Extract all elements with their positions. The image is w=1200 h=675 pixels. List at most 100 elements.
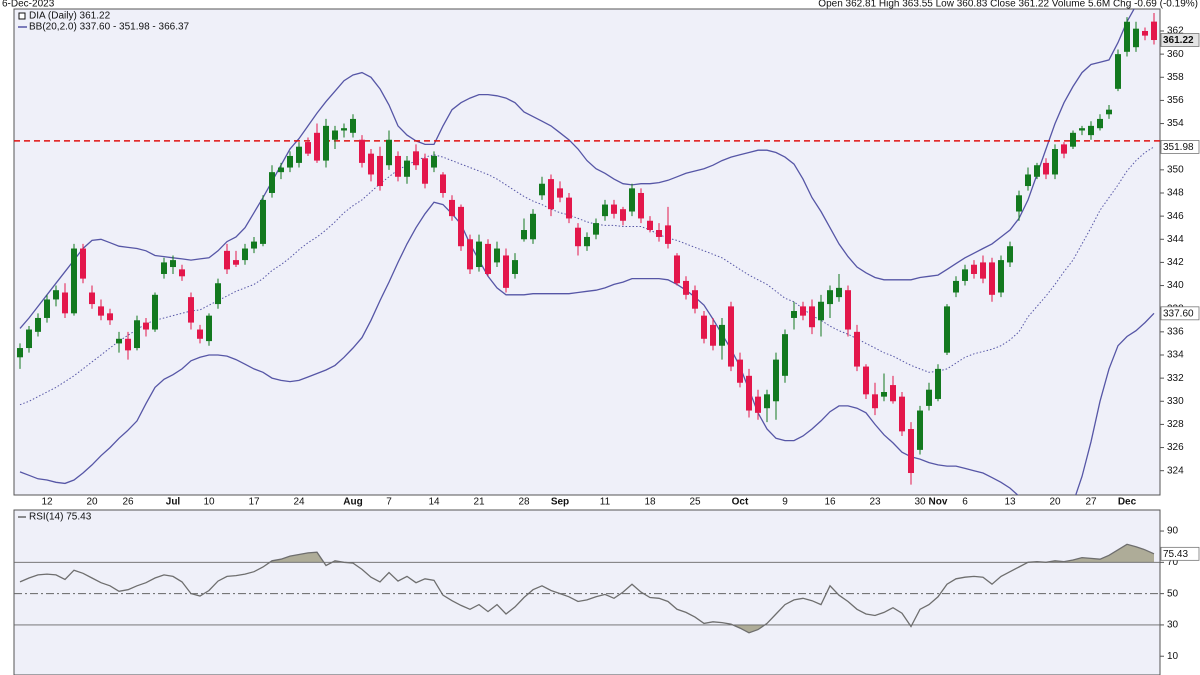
candle-body	[341, 128, 347, 131]
candle-body	[17, 348, 23, 358]
end-label: 361.22	[1163, 35, 1194, 46]
y-tick-label: 328	[1167, 419, 1184, 430]
x-tick-label: 18	[644, 497, 656, 508]
candle-body	[827, 290, 833, 305]
candle-body	[872, 394, 878, 409]
candle-body	[458, 206, 464, 247]
candle-body	[413, 151, 419, 166]
candle-body	[269, 172, 275, 193]
candle-body	[746, 375, 752, 411]
candle-body	[350, 118, 356, 133]
candle-body	[107, 313, 113, 321]
rsi-line	[19, 543, 1155, 634]
candle-body	[233, 260, 239, 265]
candle-body	[224, 250, 230, 270]
candle-body	[791, 311, 797, 318]
y-tick-label: 332	[1167, 373, 1184, 384]
candle-body	[1097, 118, 1103, 129]
candle-body	[620, 209, 626, 221]
x-tick-label: 21	[473, 497, 485, 508]
candle-body	[989, 262, 995, 295]
candle-body	[368, 153, 374, 175]
candle-body	[431, 155, 437, 168]
candle-body	[440, 174, 446, 193]
y-tick-label: 340	[1167, 280, 1184, 291]
candle-body	[800, 306, 806, 316]
price-plot	[14, 9, 1160, 495]
candle-body	[692, 290, 698, 309]
candle-body	[773, 359, 779, 402]
x-tick-label: 25	[689, 497, 701, 508]
y-tick-label: 324	[1167, 465, 1184, 476]
candle-body	[917, 410, 923, 450]
x-tick-label: 7	[386, 497, 392, 508]
candle-body	[449, 199, 455, 217]
candle-body	[710, 324, 716, 346]
x-tick-label: Dec	[1118, 497, 1137, 508]
candle-body	[332, 130, 338, 140]
candle-body	[836, 287, 842, 298]
x-tick-label: Nov	[929, 497, 948, 508]
candle-body	[485, 243, 491, 274]
y-tick-label: 50	[1167, 588, 1179, 599]
y-tick-label: 358	[1167, 72, 1184, 83]
y-tick-label: 360	[1167, 49, 1184, 60]
candle-body	[71, 248, 77, 314]
candle-body	[863, 366, 869, 395]
bollinger-lower	[19, 201, 1155, 495]
rsi-plot	[14, 543, 1160, 634]
x-tick-label: 17	[248, 497, 260, 508]
candle-body	[62, 292, 68, 314]
candle-body	[728, 306, 734, 367]
x-tick-label: 23	[869, 497, 881, 508]
candle-body	[854, 331, 860, 367]
candle-body	[764, 394, 770, 409]
candle-body	[629, 188, 635, 212]
candle-body	[152, 294, 158, 330]
quote-bar: Open 362.81 High 363.55 Low 360.83 Close…	[818, 0, 1198, 10]
candle-body	[134, 320, 140, 349]
candle-body	[593, 223, 599, 235]
candle-body	[386, 139, 392, 166]
end-label: 75.43	[1163, 549, 1188, 560]
end-label-box	[1160, 140, 1200, 154]
y-tick-label: 342	[1167, 257, 1184, 268]
end-label-box	[1160, 306, 1200, 321]
legend-candle-icon	[18, 12, 26, 20]
candle-body	[98, 306, 104, 316]
y-tick-label: 362	[1167, 26, 1184, 37]
candle-body	[1043, 162, 1049, 175]
x-tick-label: 24	[293, 497, 305, 508]
candle-body	[521, 230, 527, 240]
x-tick-label: 13	[1004, 497, 1016, 508]
candle-body	[80, 248, 86, 279]
candle-body	[260, 199, 266, 244]
y-tick-label: 344	[1167, 234, 1184, 245]
candle-body	[782, 334, 788, 376]
candle-body	[1070, 132, 1076, 147]
candle-body	[539, 183, 545, 196]
x-tick-label: 26	[122, 497, 134, 508]
y-tick-label: 336	[1167, 326, 1184, 337]
candle-body	[575, 227, 581, 247]
candle-body	[26, 329, 32, 349]
price-panel	[13, 8, 1161, 496]
candle-body	[1025, 174, 1031, 187]
candle-body	[125, 338, 131, 351]
x-tick-label: 6	[962, 497, 968, 508]
bb-legend: BB(20,2.0) 337.60 - 351.98 - 366.37	[29, 22, 190, 33]
candle-body	[170, 260, 176, 268]
candle-body	[161, 262, 167, 274]
candle-body	[719, 324, 725, 346]
rsi-panel	[13, 509, 1161, 675]
y-tick-label: 334	[1167, 350, 1184, 361]
candle-body	[395, 155, 401, 177]
candle-body	[890, 385, 896, 402]
y-tick-label: 10	[1167, 651, 1179, 662]
y-tick-label: 348	[1167, 188, 1184, 199]
price-legend: DIA (Daily) 361.22	[29, 11, 111, 22]
candle-body	[494, 248, 500, 263]
rsi-legend: RSI(14) 75.43	[29, 512, 92, 523]
candle-body	[359, 139, 365, 163]
candle-body	[53, 290, 59, 300]
